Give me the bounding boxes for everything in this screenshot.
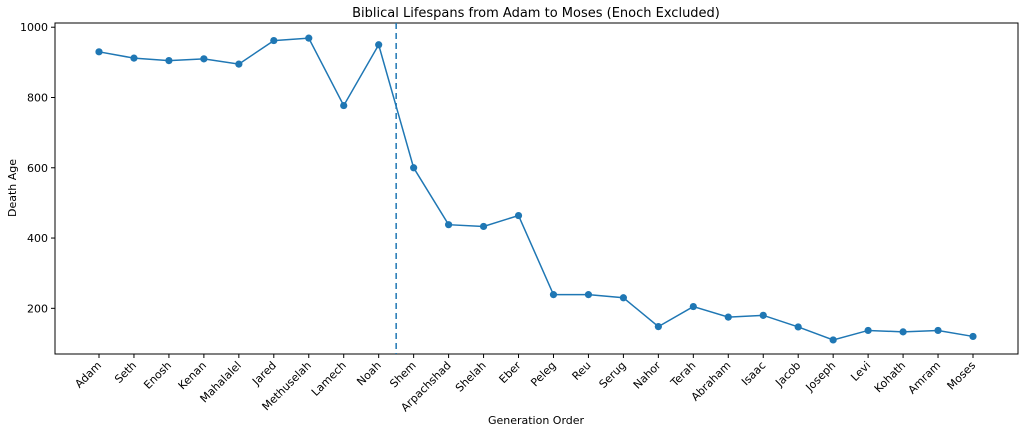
y-axis-title: Death Age [6,159,19,217]
data-point [549,291,558,299]
y-tick-label: 600 [27,162,48,175]
x-tick-label: Kohath [872,359,908,395]
x-tick-label: Levi [848,359,873,384]
x-tick-label: Enosh [141,359,174,392]
data-point [829,336,837,344]
x-tick-label: Amram [906,359,944,397]
data-point [654,322,662,331]
x-tick-label: Moses [945,359,979,393]
x-tick-label: Jared [249,359,279,389]
series-line [98,37,974,341]
y-tick-label: 1000 [20,21,48,34]
plot-frame [54,22,1019,355]
data-point [759,311,767,319]
data-point [165,56,173,65]
x-tick-label: Shem [387,359,418,390]
data-point [270,36,278,45]
data-point [934,326,942,335]
data-point [724,313,732,321]
data-point [235,60,243,68]
x-tick-label: Isaac [739,359,768,388]
data-point [899,328,907,336]
x-tick-label: Peleg [528,359,558,389]
data-point [619,294,628,302]
data-point [864,326,872,335]
data-point [514,211,523,220]
data-point [410,164,418,172]
data-point [200,55,208,63]
x-tick-label: Adam [72,359,104,391]
x-tick-label: Joseph [803,359,839,395]
x-tick-label: Kenan [176,359,209,392]
data-point [445,221,453,229]
x-tick-label: Reu [570,359,594,383]
x-tick-label: Lamech [309,359,349,399]
x-tick-label: Serug [597,359,629,391]
y-tick-label: 800 [27,91,48,104]
data-point [584,291,593,299]
data-point [794,323,802,331]
data-point [95,48,103,56]
x-tick-label: Shelah [453,359,489,395]
data-point [375,41,383,49]
data-point [305,34,313,42]
data-point [340,101,348,110]
y-tick-label: 200 [27,302,48,315]
x-tick-label: Eber [497,359,524,386]
x-axis-title: Generation Order [488,414,585,427]
x-tick-label: Terah [667,359,698,390]
data-point [689,302,697,311]
y-tick-label: 400 [27,232,48,245]
x-tick-label: Nahor [631,359,664,392]
x-tick-label: Jacob [772,359,803,390]
x-tick-label: Seth [112,359,139,386]
chart-title: Biblical Lifespans from Adam to Moses (E… [352,6,720,21]
x-tick-label: Noah [354,359,383,388]
data-point [130,54,138,62]
data-point [479,222,488,231]
data-point [969,332,977,341]
